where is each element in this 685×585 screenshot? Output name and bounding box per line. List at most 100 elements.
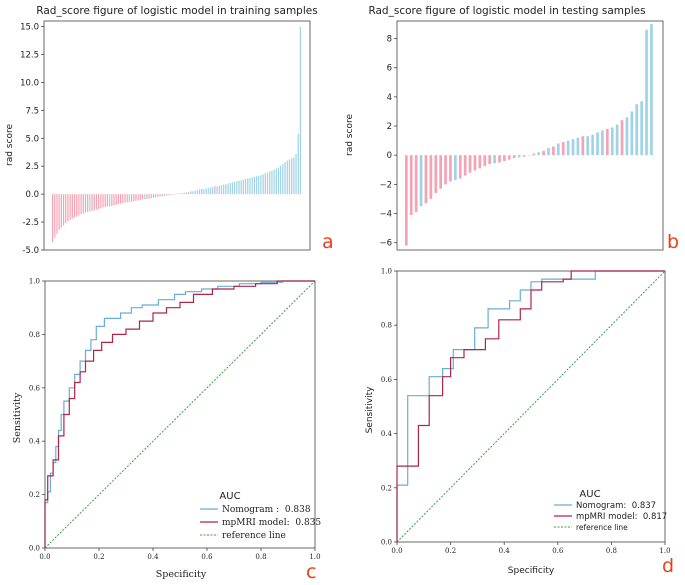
panel-b-bar-blue bbox=[586, 136, 590, 156]
panel-a-ytick-label: -2.5 bbox=[22, 218, 39, 228]
panel-a-bar-blue bbox=[288, 159, 291, 195]
panel-b-ytick-label: 6 bbox=[387, 64, 392, 74]
panel-a-bar-blue bbox=[299, 26, 302, 195]
panel-a-bar-pink bbox=[80, 194, 82, 215]
panel-a-bar-blue bbox=[277, 167, 280, 195]
panel-b-bar-pink bbox=[429, 155, 433, 199]
panel-b-bar-pink bbox=[488, 155, 492, 164]
panel-b-bar-blue bbox=[493, 155, 496, 164]
panel-a-ytick-label: 0.0 bbox=[25, 190, 39, 200]
panel-a-bar-blue bbox=[220, 185, 223, 195]
panel-a-bar-blue bbox=[187, 191, 190, 195]
panel-a-bar-blue bbox=[128, 194, 130, 202]
panel-a-ytick-label: 10.0 bbox=[20, 78, 39, 88]
panel-a-bar-pink bbox=[117, 194, 119, 205]
panel-a-bar-pink bbox=[170, 194, 172, 195]
panel-b-bar-blue bbox=[547, 147, 550, 156]
panel-a-bar-pink bbox=[190, 191, 192, 195]
panel-b-bar-pink bbox=[424, 155, 428, 204]
panel-a-bar-blue bbox=[198, 189, 201, 195]
panel-d-xtick-label: 1.0 bbox=[659, 547, 670, 555]
panel-a-bar-blue bbox=[264, 173, 266, 195]
panel-a-bar-pink bbox=[168, 194, 170, 196]
panel-a-bar-blue bbox=[192, 191, 194, 195]
panel-a-bar-pink bbox=[214, 186, 216, 195]
panel-a-bar-blue bbox=[269, 171, 271, 195]
panel-a-bar-pink bbox=[135, 194, 137, 201]
panel-d-xtick-label: 0.0 bbox=[391, 547, 402, 555]
panel-a-bar-blue bbox=[244, 179, 247, 195]
panel-a-bar-pink bbox=[183, 192, 185, 195]
panel-a-bar-pink bbox=[91, 194, 93, 211]
panel-d-legend-mpmri-auc: 0.817 bbox=[643, 512, 667, 522]
panel-b-ytick-label: 8 bbox=[387, 35, 392, 45]
panel-a-training-rad-score: Rad_score figure of logistic model in tr… bbox=[5, 5, 334, 256]
panel-c-ylabel: Sensitivity bbox=[12, 392, 23, 443]
panel-b-axes-frame bbox=[396, 20, 664, 251]
panel-d-ytick-label: 0.2 bbox=[381, 484, 392, 492]
panel-b-bar-pink bbox=[620, 120, 624, 156]
panel-b-bar-pink bbox=[409, 155, 413, 215]
panel-a-bar-pink bbox=[155, 194, 157, 198]
panel-d-xlabel: Specificity bbox=[508, 566, 555, 576]
panel-b-ytick-label: −2 bbox=[379, 180, 392, 190]
panel-c-legend-mpmri-name: mpMRI model bbox=[222, 518, 287, 528]
panel-c-xtick-label: 0.6 bbox=[201, 553, 213, 561]
panel-a-bar-pink bbox=[84, 194, 87, 213]
panel-b-bar-pink bbox=[434, 155, 438, 194]
panel-c-reference-line bbox=[44, 280, 316, 549]
panel-b-bar-pink bbox=[507, 155, 511, 160]
panel-d-legend-mpmri-name: mpMRI model bbox=[576, 512, 635, 522]
panel-a-bar-blue bbox=[203, 189, 205, 195]
panel-a-y-ticks: 15.0 12.5 10.0 7.5 5.0 2.5 0.0 -2.5 -5.0 bbox=[20, 23, 44, 256]
panel-b-bar-pink bbox=[439, 155, 443, 189]
panel-a-bar-blue bbox=[236, 181, 238, 195]
panel-a-bar-blue bbox=[291, 158, 293, 195]
panel-c-xlabel: Specificity bbox=[156, 569, 207, 580]
panel-a-bar-blue bbox=[89, 194, 91, 212]
panel-a-bar-pink bbox=[139, 194, 141, 200]
panel-a-bar-pink bbox=[124, 194, 126, 203]
panel-a-bar-pink bbox=[119, 194, 122, 204]
panel-a-bar-blue bbox=[144, 194, 146, 200]
panel-c-xtick-label: 0.0 bbox=[39, 553, 50, 561]
panel-a-bar-pink bbox=[82, 194, 84, 214]
panel-a-bar-blue bbox=[295, 153, 297, 195]
panel-c-ticks: 0.00.0 0.2 0.2 0.4 0.4 0.6 0.6 0.8 0.8 1.0 1.0 bbox=[29, 278, 321, 562]
panel-a-bar-pink bbox=[148, 194, 150, 199]
panel-b-bar-blue bbox=[537, 152, 541, 156]
panel-b-bar-pink bbox=[605, 128, 609, 156]
panel-c-ytick-label: 0.0 bbox=[29, 545, 40, 553]
panel-b-bar-blue bbox=[625, 117, 629, 156]
panel-b-bar-pink bbox=[522, 155, 526, 157]
panel-c-legend-mpmri-auc: 0.835 bbox=[295, 518, 321, 528]
panel-a-bar-pink bbox=[115, 194, 117, 205]
panel-c-ytick-label: 0.4 bbox=[29, 438, 41, 446]
panel-a-bar-blue bbox=[253, 176, 255, 195]
panel-d-xtick-label: 0.4 bbox=[499, 547, 511, 555]
panel-b-ytick-label: 0 bbox=[387, 151, 392, 161]
panel-a-bar-pink bbox=[166, 194, 168, 196]
panel-b-bars bbox=[405, 23, 653, 246]
panel-a-bar-blue bbox=[209, 187, 212, 195]
panel-b-ytick-label: −4 bbox=[379, 210, 392, 220]
panel-a-bar-blue bbox=[280, 165, 282, 195]
panel-b-y-ticks: 8 6 4 2 0 −2 −4 −6 bbox=[379, 35, 397, 249]
panel-c-ytick-label: 0.2 bbox=[29, 491, 40, 499]
panel-a-bar-blue bbox=[227, 183, 229, 195]
panel-a-bar-pink bbox=[76, 194, 78, 217]
panel-c-nomogram-curve bbox=[44, 280, 315, 548]
panel-a-bar-pink bbox=[133, 194, 135, 202]
panel-b-bar-blue bbox=[517, 155, 521, 158]
panel-a-bar-pink bbox=[177, 193, 179, 195]
panel-a-bar-pink bbox=[62, 194, 65, 226]
panel-a-bar-pink bbox=[100, 194, 102, 209]
panel-a-bar-pink bbox=[172, 194, 174, 195]
panel-a-bar-blue bbox=[174, 194, 177, 195]
panel-a-ytick-label: 5.0 bbox=[25, 134, 39, 144]
panel-a-bar-pink bbox=[54, 194, 56, 238]
panel-a-bar-pink bbox=[73, 194, 76, 218]
panel-c-legend-reference-label: reference line bbox=[222, 531, 286, 541]
panel-b-ytick-label: −6 bbox=[379, 239, 392, 249]
panel-d-xtick-label: 0.2 bbox=[445, 547, 456, 555]
